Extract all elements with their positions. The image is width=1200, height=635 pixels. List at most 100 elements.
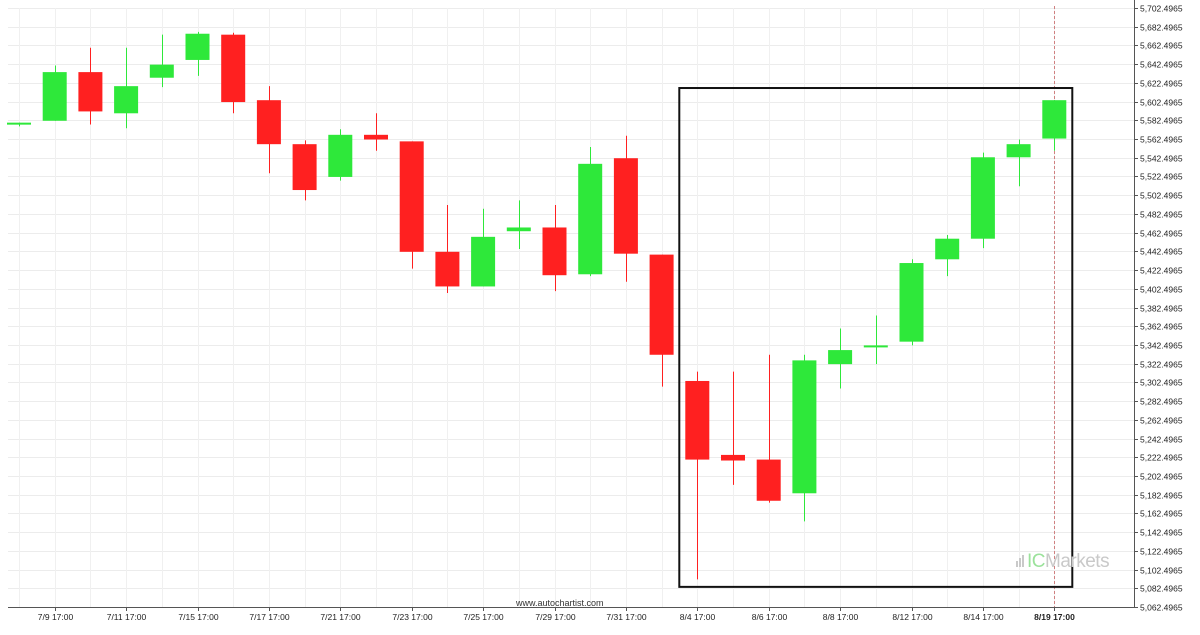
y-tick-label: 5,422.4965 <box>1140 266 1183 276</box>
candle-body <box>685 380 710 460</box>
candle-body <box>364 134 388 140</box>
x-tick-label: 8/19 17:00 <box>1034 612 1075 622</box>
candle <box>221 32 246 114</box>
y-tick-label: 5,302.4965 <box>1140 378 1183 388</box>
axes <box>8 0 1135 608</box>
candle <box>828 328 853 389</box>
candle-body <box>899 263 924 342</box>
candle-body <box>78 72 103 112</box>
y-tick-label: 5,382.4965 <box>1140 304 1183 314</box>
candle-body <box>721 454 745 461</box>
y-tick-label: 5,442.4965 <box>1140 247 1183 257</box>
candle-body <box>792 360 817 494</box>
y-tick-label: 5,502.4965 <box>1140 191 1183 201</box>
y-tick-label: 5,102.4965 <box>1140 566 1183 576</box>
brand-watermark: ICMarkets <box>1016 551 1110 573</box>
candle <box>471 208 496 287</box>
y-tick-label: 5,202.4965 <box>1140 472 1183 482</box>
x-tick-label: 7/25 17:00 <box>463 612 503 622</box>
y-tick-label: 5,602.4965 <box>1140 98 1183 108</box>
candle <box>578 146 603 277</box>
candles <box>7 31 1067 580</box>
candle <box>1042 100 1067 151</box>
candle <box>542 205 567 292</box>
candle-body <box>578 163 603 275</box>
y-tick-label: 5,682.4965 <box>1140 23 1183 33</box>
x-tick-label: 7/29 17:00 <box>535 612 575 622</box>
grid-lines <box>8 8 1134 608</box>
candle <box>685 371 710 580</box>
candle-body <box>435 251 460 287</box>
candle-body <box>399 141 424 252</box>
y-tick-label: 5,342.4965 <box>1140 341 1183 351</box>
x-tick-label: 7/15 17:00 <box>178 612 218 622</box>
x-axis-ticks: 7/9 17:00 7/11 17:00 7/15 17:00 7/17 17:00 7… <box>38 607 1075 622</box>
y-tick-label: 5,582.4965 <box>1140 116 1183 126</box>
candle-body <box>471 236 496 287</box>
candle-body <box>863 345 888 348</box>
candle <box>756 354 781 503</box>
y-tick-label: 5,142.4965 <box>1140 528 1183 538</box>
candle-body <box>649 254 674 355</box>
candle-body <box>506 227 531 232</box>
candle <box>1006 139 1031 187</box>
x-tick-label: 7/23 17:00 <box>392 612 432 622</box>
candle <box>649 254 674 387</box>
candle <box>435 205 460 293</box>
y-tick-label: 5,222.4965 <box>1140 453 1183 463</box>
y-tick-label: 5,262.4965 <box>1140 416 1183 426</box>
y-tick-label: 5,622.4965 <box>1140 79 1183 89</box>
candle <box>328 129 353 181</box>
candle-body <box>221 34 246 103</box>
candle <box>721 371 745 485</box>
y-tick-label: 5,242.4965 <box>1140 435 1183 445</box>
y-tick-label: 5,662.4965 <box>1140 41 1183 51</box>
watermark-ic-text: IC <box>1027 551 1046 572</box>
candle <box>364 113 388 151</box>
y-tick-label: 5,122.4965 <box>1140 547 1183 557</box>
candle <box>506 200 531 250</box>
candle <box>899 259 924 346</box>
candle <box>185 31 210 76</box>
y-tick-label: 5,182.4965 <box>1140 491 1183 501</box>
source-label[interactable]: www.autochartist.com <box>516 598 604 608</box>
pattern-box-layer <box>678 87 1074 588</box>
watermark-brand-text: Markets <box>1045 551 1110 572</box>
candle-body <box>114 86 139 114</box>
candle-body <box>185 33 210 60</box>
candle-body <box>292 144 317 191</box>
y-tick-label: 5,482.4965 <box>1140 210 1183 220</box>
x-tick-label: 7/21 17:00 <box>320 612 360 622</box>
pattern-box <box>678 87 1074 588</box>
y-tick-label: 5,542.4965 <box>1140 154 1183 164</box>
x-tick-label: 8/12 17:00 <box>892 612 932 622</box>
candle-body <box>970 157 995 239</box>
candle-body <box>756 459 781 501</box>
y-tick-label: 5,282.4965 <box>1140 397 1183 407</box>
x-tick-label: 7/11 17:00 <box>107 612 147 622</box>
y-tick-label: 5,522.4965 <box>1140 172 1183 182</box>
y-tick-label: 5,462.4965 <box>1140 229 1183 239</box>
candle <box>149 34 174 88</box>
x-tick-label: 8/8 17:00 <box>823 612 859 622</box>
x-tick-label: 8/14 17:00 <box>963 612 1003 622</box>
candle <box>292 140 317 201</box>
x-tick-label: 8/6 17:00 <box>752 612 788 622</box>
candle-body <box>149 64 174 78</box>
candle-body <box>7 122 31 125</box>
y-tick-label: 5,362.4965 <box>1140 322 1183 332</box>
y-tick-label: 5,082.4965 <box>1140 584 1183 594</box>
candle <box>256 86 281 174</box>
candle <box>42 65 67 121</box>
candle-body <box>542 227 567 276</box>
y-tick-label: 5,642.4965 <box>1140 60 1183 70</box>
bars-logo-icon <box>1016 551 1025 573</box>
candle <box>7 122 31 127</box>
y-tick-label: 5,702.4965 <box>1140 4 1183 14</box>
candle <box>613 135 638 282</box>
y-tick-label: 5,402.4965 <box>1140 285 1183 295</box>
y-tick-label: 5,562.4965 <box>1140 135 1183 145</box>
candle-body <box>256 100 281 145</box>
